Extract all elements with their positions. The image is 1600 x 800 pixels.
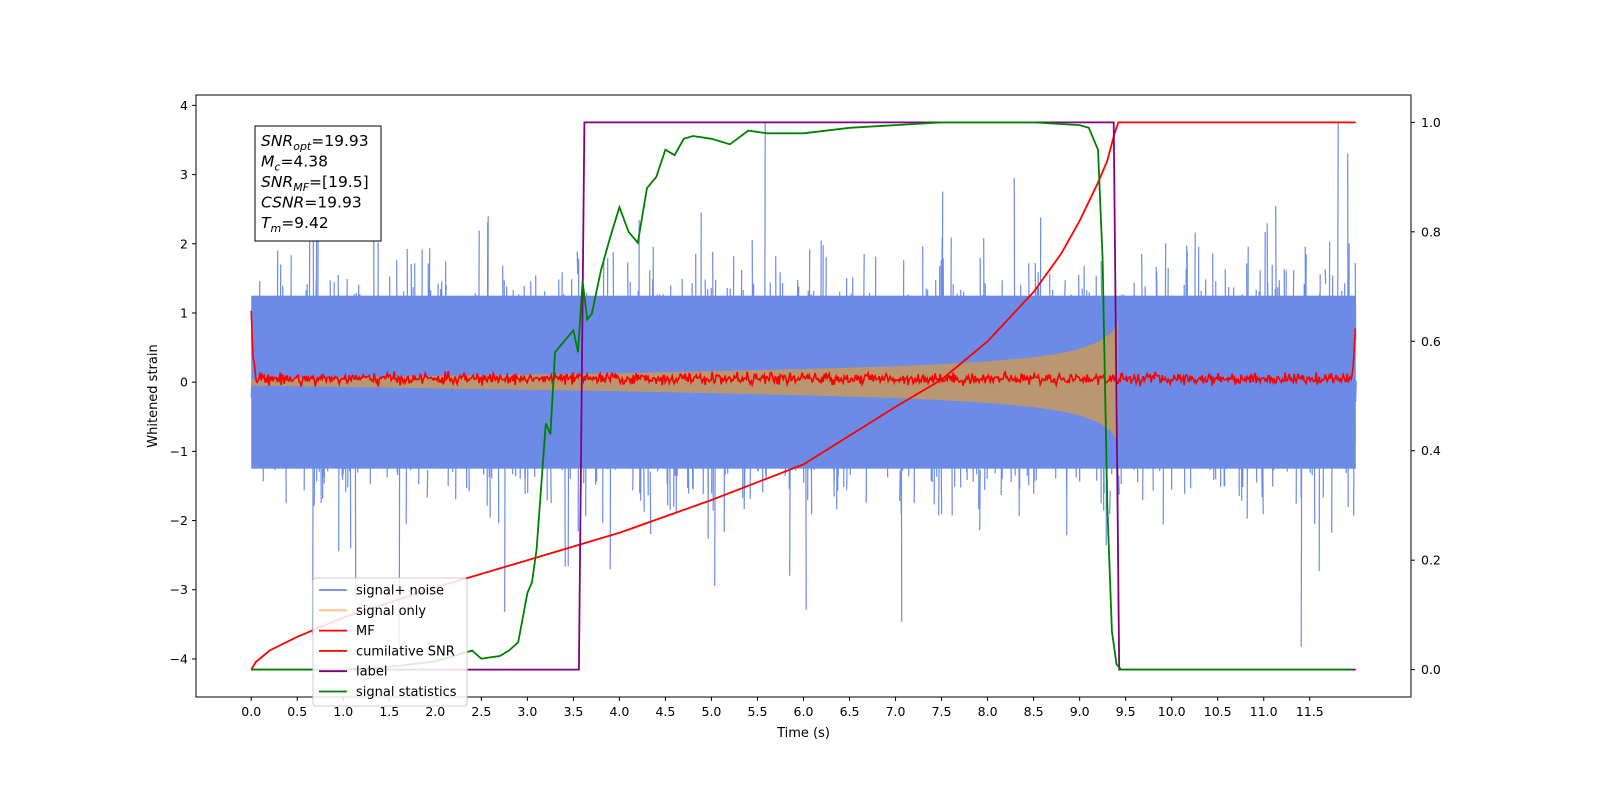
x-tick-label: 2.5 [471,704,491,719]
y2-tick-label: 0.4 [1421,443,1441,458]
legend-label: signal statistics [356,685,457,700]
legend-label: MF [356,624,375,639]
x-axis-label: Time (s) [776,726,830,741]
x-tick-label: 5.5 [748,704,768,719]
y-tick-label: −2 [170,513,188,528]
x-tick-label: 3.0 [517,704,537,719]
x-tick-label: 10.5 [1204,704,1232,719]
signal-only-series [251,321,1119,444]
legend-frame [312,577,468,707]
y2-tick-label: 0.6 [1421,334,1441,349]
x-tick-label: 4.5 [655,704,675,719]
x-tick-label: 0.5 [287,704,307,719]
y2-tick-label: 1.0 [1421,115,1441,130]
x-tick-label: 7.0 [886,704,906,719]
legend-label: signal+ noise [356,584,444,599]
annotation-line: CSNR=19.93 [261,194,362,212]
x-tick-label: 1.5 [379,704,399,719]
annotation-frame [254,125,382,242]
x-tick-label: 3.5 [563,704,583,719]
y-axis-ticks: −4 −3 −2 −1 0 1 2 3 4 [170,98,196,666]
x-tick-label: 8.5 [1024,704,1044,719]
x-axis-ticks: 0.0 0.5 1.0 1.5 2.0 2.5 3.0 3.5 4.0 4.5 5.0 5.5 6.0 6… [241,697,1324,719]
snr-annotation-box: SNRopt=19.93Mc=4.38SNRMF=[19.5]CSNR=19.9… [254,125,382,242]
legend: signal+ noise signal only MF cumilative SNR… [312,577,468,707]
y-tick-label: −4 [170,651,188,666]
y2-tick-label: 0.2 [1421,553,1441,568]
x-tick-label: 5.0 [702,704,722,719]
x-tick-label: 11.0 [1250,704,1278,719]
y-tick-label: 3 [180,167,188,182]
signal-statistics-line [251,121,1352,671]
y-tick-label: 2 [180,236,188,251]
y-axis-label: Whitened strain [146,344,161,447]
x-tick-label: 10.0 [1158,704,1186,719]
x-tick-label: 7.5 [932,704,952,719]
y-tick-label: 1 [180,305,188,320]
x-tick-label: 11.5 [1296,704,1324,719]
y2-tick-label: 0.0 [1421,662,1441,677]
y-tick-label: −3 [170,582,188,597]
x-tick-label: 0.0 [241,704,261,719]
x-tick-label: 6.5 [840,704,860,719]
x-tick-label: 1.0 [333,704,353,719]
y2-axis-ticks: 0.0 0.2 0.4 0.6 0.8 1.0 [1411,115,1441,677]
y-tick-label: 0 [180,375,188,390]
x-tick-label: 2.0 [425,704,445,719]
y-tick-label: 4 [180,98,188,113]
annotation-line: SNRMF=[19.5] [261,173,369,194]
mf-line [250,310,1356,389]
legend-label: cumilative SNR [356,644,455,659]
y-tick-label: −1 [170,444,188,459]
mf-series [250,310,1356,389]
y2-tick-label: 0.8 [1421,224,1441,239]
legend-label: label [356,665,387,680]
annotation-line: Tm=9.42 [261,214,329,235]
x-tick-label: 6.0 [794,704,814,719]
x-tick-label: 9.0 [1070,704,1090,719]
x-tick-label: 4.0 [609,704,629,719]
legend-label: signal only [356,604,426,619]
x-tick-label: 8.0 [978,704,998,719]
annotation-line: Mc=4.38 [261,153,328,174]
annotation-line: SNRopt=19.93 [261,132,369,153]
signal-only-envelope [251,321,1119,444]
x-tick-label: 9.5 [1116,704,1136,719]
